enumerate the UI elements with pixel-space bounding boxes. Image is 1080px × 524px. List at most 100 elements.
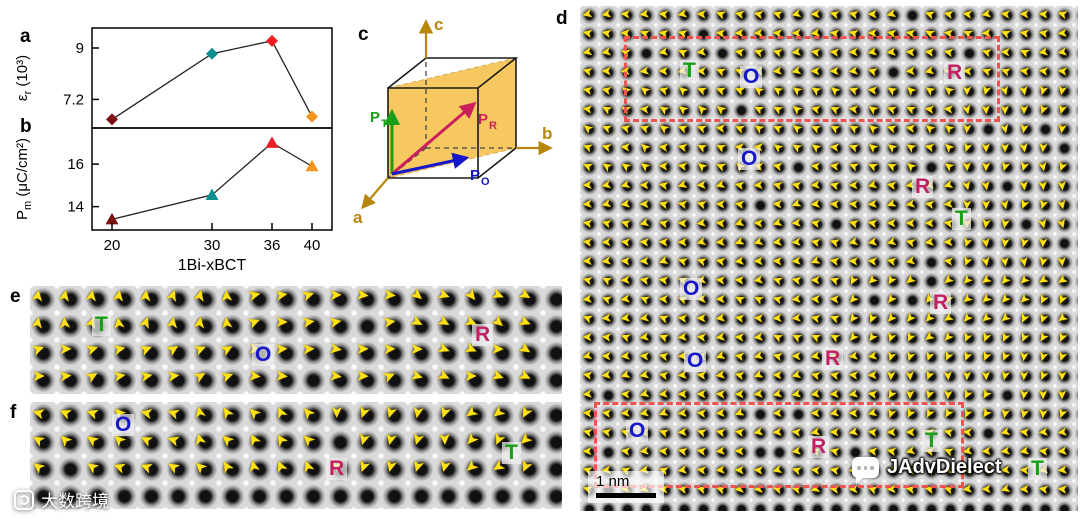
polarization-arrow-icon: ➤ (407, 403, 427, 421)
polarization-arrow-icon: ➤ (901, 349, 920, 364)
polarization-arrow-icon: ➤ (977, 309, 996, 328)
polarization-arrow-icon: ➤ (327, 312, 344, 333)
polarization-arrow-icon: ➤ (1016, 350, 1033, 363)
polarization-arrow-icon: ➤ (845, 157, 862, 176)
polarization-arrow-icon: ➤ (882, 349, 901, 364)
polarization-arrow-icon: ➤ (1017, 25, 1032, 42)
polarization-arrow-icon: ➤ (790, 215, 803, 232)
polarization-arrow-icon: ➤ (1035, 179, 1052, 192)
polarization-arrow-icon: ➤ (1034, 367, 1053, 384)
polarization-arrow-icon: ➤ (218, 366, 237, 387)
polarization-arrow-icon: ➤ (619, 310, 632, 327)
polarization-arrow-icon: ➤ (809, 6, 822, 23)
polarization-arrow-icon: ➤ (751, 6, 766, 23)
polarization-arrow-icon: ➤ (807, 252, 824, 271)
polarization-arrow-icon: ➤ (81, 455, 103, 478)
polarization-arrow-icon: ➤ (111, 339, 128, 360)
polarization-arrow-icon: ➤ (1056, 481, 1069, 498)
polarization-arrow-icon: ➤ (515, 312, 535, 333)
polarization-arrow-icon: ➤ (380, 366, 399, 387)
polarization-arrow-icon: ➤ (110, 456, 129, 477)
polarization-arrow-icon: ➤ (1054, 83, 1071, 98)
polarization-arrow-icon: ➤ (1018, 481, 1031, 498)
polarization-arrow-icon: ➤ (55, 287, 75, 305)
polarization-arrow-icon: ➤ (733, 329, 746, 346)
polarization-arrow-icon: ➤ (731, 233, 748, 252)
polarization-arrow-icon: ➤ (714, 120, 727, 137)
stem-image-e: ➤ ➤ ➤ ➤ ➤ ➤ ➤ ➤ ➤ ➤ ➤ ➤ ➤ ➤ ➤ ➤ ➤ ➤ ➤ ➤ ➤ ➤ ➤ ➤ ➤ ➤ ➤ ➤ ➤ ➤ ➤ ➤ ➤ ➤ ➤ ➤ ➤ ➤ ➤ ➤… (30, 286, 562, 394)
polarization-arrow-icon: ➤ (674, 176, 690, 195)
polarization-arrow-icon: ➤ (693, 138, 710, 157)
polarization-arrow-icon: ➤ (676, 234, 688, 251)
polarization-arrow-icon: ➤ (189, 455, 212, 478)
dashed-highlight-box (594, 402, 964, 488)
domain-label-R: R (822, 347, 844, 371)
polarization-arrow-icon: ➤ (656, 272, 671, 289)
polarization-arrow-icon: ➤ (83, 339, 102, 360)
polarization-arrow-icon: ➤ (996, 348, 1015, 365)
polarization-arrow-icon: ➤ (245, 312, 264, 333)
polarization-arrow-icon: ➤ (675, 6, 690, 23)
polarization-arrow-icon: ➤ (865, 176, 880, 195)
polarization-arrow-icon: ➤ (637, 6, 651, 23)
polarization-arrow-icon: ➤ (138, 366, 155, 387)
polarization-arrow-icon: ➤ (827, 6, 842, 24)
polarization-arrow-icon: ➤ (164, 402, 183, 423)
polarization-arrow-icon: ➤ (901, 157, 920, 176)
polarization-arrow-icon: ➤ (978, 216, 995, 231)
polarization-arrow-icon: ➤ (977, 290, 996, 309)
polarization-arrow-icon: ➤ (712, 6, 729, 24)
polarization-arrow-icon: ➤ (752, 253, 765, 270)
polarization-arrow-icon: ➤ (1054, 197, 1071, 212)
polarization-arrow-icon: ➤ (770, 385, 785, 404)
polarization-arrow-icon: ➤ (598, 290, 615, 309)
polarization-arrow-icon: ➤ (1036, 481, 1051, 498)
polarization-arrow-icon: ➤ (714, 386, 727, 403)
polarization-arrow-icon: ➤ (216, 456, 238, 477)
dashed-highlight-box (624, 36, 1000, 122)
polarization-arrow-icon: ➤ (600, 310, 613, 327)
polarization-arrow-icon: ➤ (827, 367, 842, 384)
polarization-arrow-icon: ➤ (958, 329, 977, 346)
polarization-arrow-icon: ➤ (864, 157, 881, 176)
polarization-arrow-icon: ➤ (903, 120, 917, 137)
polarization-arrow-icon: ➤ (920, 349, 939, 364)
polarization-arrow-icon: ➤ (1015, 290, 1034, 309)
polarization-arrow-icon: ➤ (327, 405, 345, 419)
polarization-arrow-icon: ➤ (1056, 25, 1069, 42)
polarization-arrow-icon: ➤ (959, 369, 976, 382)
polarization-arrow-icon: ➤ (1036, 25, 1051, 42)
polarization-arrow-icon: ➤ (826, 119, 843, 138)
polarization-arrow-icon: ➤ (30, 339, 48, 360)
polarization-arrow-icon: ➤ (619, 386, 632, 403)
polarization-arrow-icon: ➤ (731, 214, 748, 233)
polarization-arrow-icon: ➤ (1017, 63, 1032, 80)
polarization-arrow-icon: ➤ (600, 367, 613, 384)
po-label: P (470, 167, 480, 184)
polarization-arrow-icon: ➤ (655, 309, 672, 328)
polarization-arrow-icon: ➤ (675, 138, 690, 157)
polarization-arrow-icon: ➤ (1034, 349, 1053, 364)
polarization-arrow-icon: ➤ (1016, 369, 1033, 382)
polarization-arrow-icon: ➤ (1034, 216, 1053, 231)
polarization-arrow-icon: ➤ (997, 24, 1014, 43)
polarization-arrow-icon: ➤ (82, 428, 103, 451)
polarization-arrow-icon: ➤ (216, 402, 239, 423)
polarization-arrow-icon: ➤ (487, 402, 509, 424)
polarization-arrow-icon: ➤ (771, 310, 784, 327)
polarization-arrow-icon: ➤ (750, 366, 767, 385)
panel-label-f: f (10, 402, 17, 423)
a-axis-arrow (361, 177, 389, 210)
polarization-arrow-icon: ➤ (327, 367, 344, 386)
polarization-arrow-icon: ➤ (770, 290, 785, 309)
polarization-arrow-icon: ➤ (460, 286, 482, 307)
po-sub: O (481, 176, 490, 188)
polarization-arrow-icon: ➤ (752, 177, 765, 194)
polarization-arrow-icon: ➤ (30, 428, 49, 451)
polarization-arrow-icon: ➤ (600, 63, 612, 80)
polarization-arrow-icon: ➤ (693, 119, 710, 138)
domain-label-R: R (472, 323, 494, 347)
polarization-arrow-icon: ➤ (599, 24, 614, 43)
polarization-arrow-icon: ➤ (941, 176, 956, 195)
polarization-arrow-icon: ➤ (274, 340, 290, 359)
